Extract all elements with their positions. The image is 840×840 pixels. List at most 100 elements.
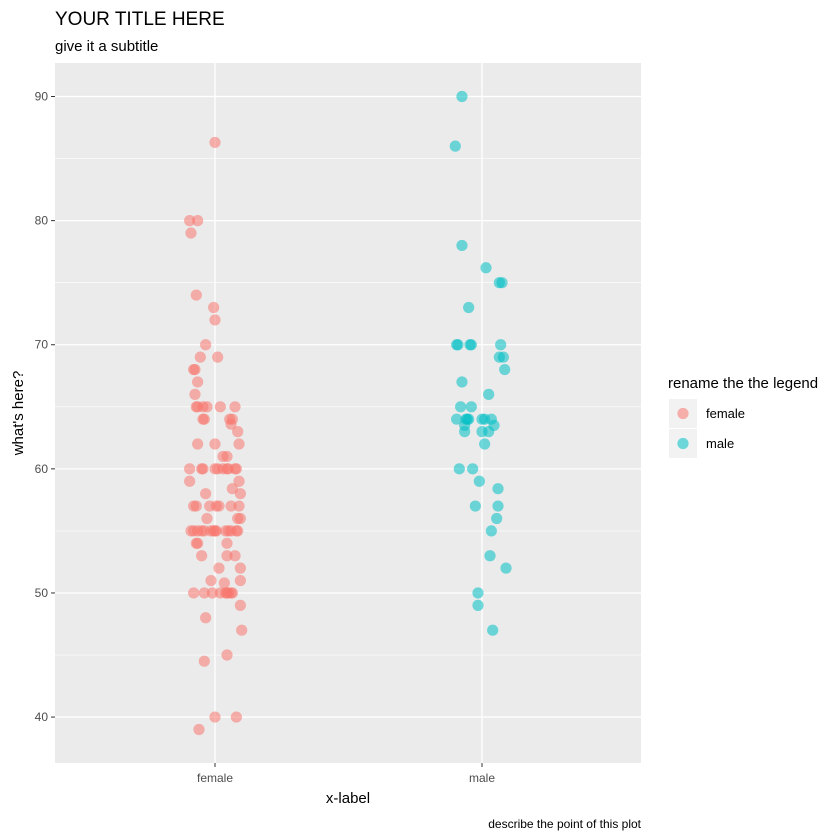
data-point-male xyxy=(472,587,484,599)
caption: describe the point of this plot xyxy=(488,817,641,831)
x-tick-label: female xyxy=(197,771,233,785)
data-point-male xyxy=(492,483,504,495)
legend-title: rename the the legend xyxy=(668,375,818,392)
data-point-female xyxy=(234,599,246,611)
data-point-female xyxy=(196,550,208,562)
data-point-male xyxy=(485,525,497,537)
data-point-male xyxy=(465,339,477,351)
data-point-male xyxy=(449,140,461,152)
data-point-female xyxy=(214,401,226,413)
y-tick-label: 70 xyxy=(35,338,49,352)
data-point-female xyxy=(189,363,201,376)
data-point-male xyxy=(459,426,471,438)
data-point-female xyxy=(192,438,204,450)
data-point-female xyxy=(221,649,233,661)
y-tick-label: 90 xyxy=(35,90,49,104)
data-point-female xyxy=(213,562,225,574)
data-point-male xyxy=(456,239,468,252)
data-point-male xyxy=(497,351,509,363)
data-point-female xyxy=(205,574,217,587)
data-points xyxy=(184,90,512,736)
data-point-female xyxy=(189,388,201,400)
chart-title: YOUR TITLE HERE xyxy=(55,9,225,30)
data-point-female xyxy=(192,215,204,227)
data-point-female xyxy=(184,475,196,487)
data-point-male xyxy=(495,339,507,351)
data-point-female xyxy=(225,418,237,430)
data-point-female xyxy=(190,500,202,512)
legend: rename the the legend female male xyxy=(668,375,818,458)
legend-label: male xyxy=(706,436,734,451)
data-point-female xyxy=(190,289,202,301)
data-point-female xyxy=(226,483,238,495)
data-point-male xyxy=(463,301,475,314)
data-point-male xyxy=(452,339,464,351)
data-point-female xyxy=(200,488,212,500)
data-point-male xyxy=(472,599,484,611)
legend-label: female xyxy=(706,406,745,421)
data-point-male xyxy=(469,500,481,512)
data-point-male xyxy=(455,401,467,413)
y-axis-title: what's here? xyxy=(10,371,27,457)
data-point-female xyxy=(218,577,230,589)
data-point-female xyxy=(198,587,210,599)
data-point-female xyxy=(184,215,196,227)
data-point-female xyxy=(213,500,225,512)
data-point-female xyxy=(233,438,245,450)
data-point-male xyxy=(451,413,463,425)
data-point-female xyxy=(198,413,210,425)
data-point-male xyxy=(487,624,499,636)
data-point-female xyxy=(234,574,246,587)
data-point-male xyxy=(500,562,512,574)
data-point-male xyxy=(465,401,477,413)
data-point-male xyxy=(479,438,491,450)
data-point-female xyxy=(200,612,212,624)
data-point-female xyxy=(200,339,212,351)
data-point-female xyxy=(197,463,209,475)
data-point-female xyxy=(198,655,210,667)
data-point-male xyxy=(483,388,495,400)
data-point-female xyxy=(201,401,213,413)
data-point-male xyxy=(483,426,495,438)
data-point-female xyxy=(192,537,204,549)
y-tick-label: 40 xyxy=(35,710,49,724)
data-point-female xyxy=(230,711,242,723)
data-point-female xyxy=(208,301,220,314)
data-point-female xyxy=(209,438,221,450)
data-point-female xyxy=(229,550,241,562)
data-point-female xyxy=(225,500,237,512)
data-point-male xyxy=(484,550,496,562)
data-point-male xyxy=(453,463,465,475)
data-point-female xyxy=(236,624,248,636)
data-point-female xyxy=(230,463,242,475)
data-point-female xyxy=(192,376,204,388)
data-point-male xyxy=(480,262,492,274)
data-point-female xyxy=(184,463,196,475)
data-point-male xyxy=(456,90,468,103)
data-point-female xyxy=(233,500,245,512)
legend-symbol xyxy=(677,437,689,450)
data-point-female xyxy=(221,450,233,463)
data-point-female xyxy=(210,525,222,537)
x-axis-ticks: female male xyxy=(197,763,495,785)
data-point-female xyxy=(221,550,233,562)
data-point-female xyxy=(234,488,246,500)
data-point-male xyxy=(499,363,511,376)
chart-subtitle: give it a subtitle xyxy=(55,38,158,55)
data-point-male xyxy=(473,475,485,487)
data-point-female xyxy=(209,314,221,326)
data-point-female xyxy=(212,351,224,363)
x-tick-label: male xyxy=(469,771,495,785)
data-point-female xyxy=(232,525,244,537)
data-point-female xyxy=(185,227,197,239)
plot-panel xyxy=(55,63,641,763)
data-point-female xyxy=(206,587,218,599)
legend-symbol xyxy=(677,407,689,420)
y-tick-label: 80 xyxy=(35,214,49,228)
data-point-female xyxy=(209,136,221,149)
data-point-female xyxy=(234,562,246,574)
data-point-female xyxy=(226,587,238,599)
data-point-female xyxy=(188,587,200,599)
x-axis-title: x-label xyxy=(326,790,370,807)
